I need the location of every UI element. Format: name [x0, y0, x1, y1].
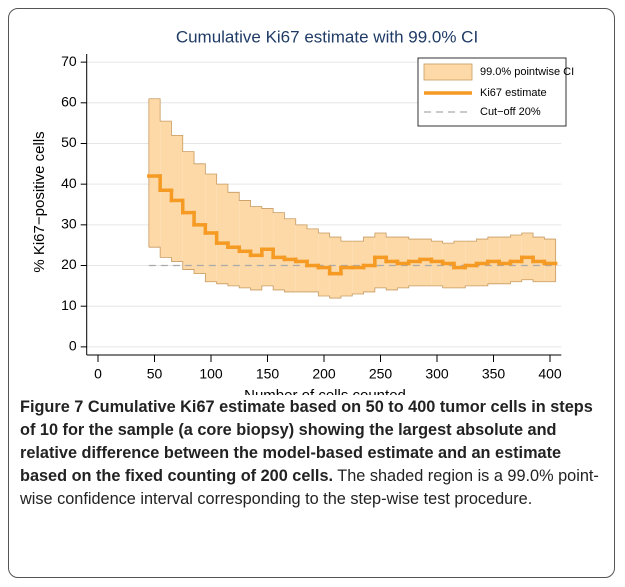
caption: Figure 7 Cumulative Ki67 estimate based … [20, 396, 605, 511]
x-tick-label: 400 [538, 366, 562, 382]
x-tick-label: 300 [425, 366, 449, 382]
ci-band-step [250, 206, 262, 290]
caption-bold: Cumulative Ki67 estimate based on 50 to … [20, 398, 593, 485]
ci-band-step [442, 243, 454, 288]
ci-band-step [431, 241, 443, 286]
legend-label: 99.0% pointwise CI [480, 66, 574, 78]
ci-outline [148, 98, 556, 244]
legend-label: Ki67 estimate [480, 87, 547, 99]
chart: Cumulative Ki67 estimate with 99.0% CI N… [31, 27, 574, 395]
y-tick-label: 40 [61, 175, 77, 191]
y-tick-label: 70 [61, 53, 77, 69]
y-axis-label: % Ki67−positive cells [31, 131, 48, 272]
x-tick-label: 350 [482, 366, 506, 382]
ci-band-step [194, 163, 206, 274]
x-axis-label: Number of cells counted [244, 387, 406, 395]
figure-frame [8, 8, 615, 578]
y-tick-label: 20 [61, 256, 77, 272]
x-tick-label: 200 [312, 366, 336, 382]
ci-band-step [318, 232, 330, 297]
x-tick-label: 100 [199, 366, 223, 382]
ci-band-step [239, 200, 251, 288]
ci-band-step [205, 173, 217, 282]
x-tick-label: 250 [369, 366, 393, 382]
ci-band-step [295, 224, 308, 292]
ci-band-step [453, 241, 466, 288]
ci-band-step [284, 218, 296, 292]
ci-band-step [386, 237, 398, 290]
legend-swatch [423, 63, 473, 81]
x-tick-label: 150 [256, 366, 280, 382]
ci-band-step [171, 135, 183, 262]
ci-band-step [273, 212, 285, 290]
ci-band-step [420, 239, 432, 286]
ci-band-step [533, 237, 545, 282]
ci-band-step [148, 98, 161, 248]
ci-band-step [499, 237, 511, 284]
ci-band-step [329, 237, 341, 299]
legend-label: Cut−off 20% [480, 106, 541, 118]
ci-band-step [261, 208, 274, 286]
ci-band-step [227, 192, 240, 286]
x-tick-label: 0 [94, 366, 102, 382]
ci-band-step [307, 228, 319, 292]
y-tick-label: 0 [69, 338, 77, 354]
ci-band-step [182, 151, 195, 270]
caption-label: Figure 7 [20, 398, 84, 416]
ci-band-step [216, 184, 228, 284]
caption-text: The shaded region is a 99.0% point-wise … [20, 467, 599, 508]
x-tick-label: 50 [147, 366, 163, 382]
ci-band-step [374, 232, 387, 288]
ci-outline [148, 246, 556, 299]
ci-band-step [544, 239, 556, 282]
chart-title: Cumulative Ki67 estimate with 99.0% CI [176, 27, 478, 46]
y-tick-label: 10 [61, 297, 77, 313]
y-tick-label: 50 [61, 134, 77, 150]
ci-band-step [510, 235, 522, 282]
ci-band-step [465, 241, 477, 286]
y-tick-label: 30 [61, 216, 77, 232]
y-tick-label: 60 [61, 94, 77, 110]
